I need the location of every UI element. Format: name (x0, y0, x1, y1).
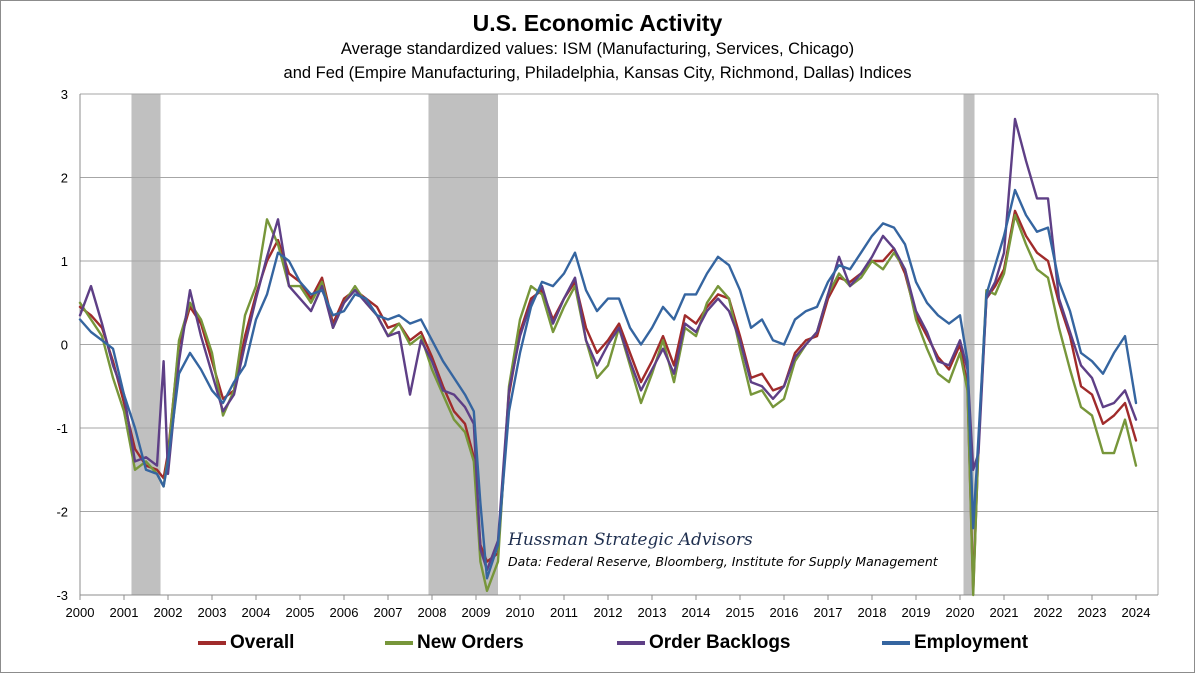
legend-swatch-new-orders (385, 641, 413, 645)
series-line-employment (78, 188, 1138, 580)
series-line-new-orders (78, 213, 1138, 597)
y-tick-label: 2 (61, 171, 68, 186)
legend-label-overall: Overall (230, 632, 295, 653)
legend-swatch-employment (882, 641, 910, 645)
annotation-title: Hussman Strategic Advisors (507, 530, 753, 550)
legend-swatch-order-backlogs (617, 641, 645, 645)
x-tick-label: 2003 (198, 605, 227, 620)
x-tick-label: 2005 (286, 605, 315, 620)
legend-swatch-overall (198, 641, 226, 645)
line-chart: 3 2 1 0 -1 -2 -3 2000 2001 2002 2003 2004 2005 2006 20… (56, 87, 1159, 620)
chart-subtitle-line-1: Average standardized values: ISM (Manufa… (340, 40, 855, 58)
legend-item-overall: Overall (198, 632, 294, 654)
legend: Overall New Orders Order Backlogs Employmen… (0, 632, 1195, 662)
y-tick-label: 0 (61, 338, 68, 353)
x-tick-label: 2023 (1078, 605, 1107, 620)
x-tick-label: 2006 (330, 605, 359, 620)
x-tick-label: 2002 (154, 605, 183, 620)
x-tick-label: 2001 (110, 605, 139, 620)
chart-subtitle-line-2: and Fed (Empire Manufacturing, Philadelp… (283, 64, 912, 82)
annotation-source: Data: Federal Reserve, Bloomberg, Instit… (508, 554, 939, 569)
x-tick-label: 2009 (462, 605, 491, 620)
x-tick-label: 2004 (242, 605, 271, 620)
chart-title: U.S. Economic Activity (472, 10, 723, 36)
x-tick-label: 2000 (66, 605, 95, 620)
x-tick-label: 2010 (506, 605, 535, 620)
legend-label-employment: Employment (914, 632, 1029, 653)
legend-item-employment: Employment (882, 632, 1028, 654)
x-tick-label: 2024 (1122, 605, 1151, 620)
y-tick-label: 3 (61, 87, 68, 102)
x-tick-label: 2011 (550, 605, 578, 620)
x-tick-label: 2016 (770, 605, 799, 620)
legend-label-new-orders: New Orders (417, 632, 524, 653)
y-tick-label: -3 (56, 588, 68, 603)
x-tick-label: 2008 (418, 605, 447, 620)
x-tick-label: 2020 (946, 605, 975, 620)
x-tick-label: 2007 (374, 605, 403, 620)
x-tick-label: 2014 (682, 605, 711, 620)
series-lines (78, 117, 1138, 597)
x-tick-label: 2017 (814, 605, 843, 620)
y-tick-label: -2 (56, 505, 68, 520)
y-tick-label: 1 (61, 254, 68, 269)
x-tick-label: 2013 (638, 605, 667, 620)
y-tick-label: -1 (56, 421, 68, 436)
x-tick-label: 2019 (902, 605, 931, 620)
legend-label-order-backlogs: Order Backlogs (649, 632, 791, 653)
x-tick-label: 2018 (858, 605, 887, 620)
legend-item-new-orders: New Orders (385, 632, 524, 654)
x-tick-label: 2022 (1034, 605, 1063, 620)
x-tick-label: 2012 (594, 605, 623, 620)
legend-item-order-backlogs: Order Backlogs (617, 632, 791, 654)
x-tick-label: 2021 (990, 605, 1019, 620)
axes: 3 2 1 0 -1 -2 -3 2000 2001 2002 2003 2004 2005 2006 20… (56, 87, 1159, 620)
x-tick-label: 2015 (726, 605, 755, 620)
